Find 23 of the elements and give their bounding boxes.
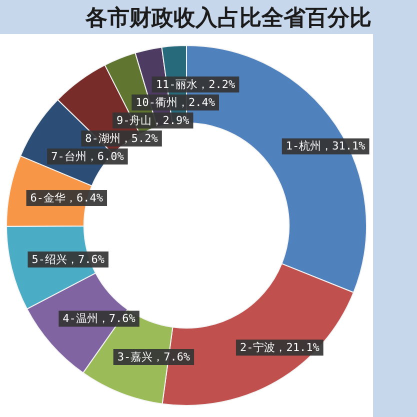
data-label: ，5.2%: [120, 132, 158, 145]
data-label: ，2.4%: [178, 96, 216, 109]
slice-label: 6-金华: [30, 191, 66, 204]
slice-label: 11-丽水: [156, 78, 198, 91]
slice-label: 1-杭州: [286, 140, 322, 153]
slice-label: 4-温州: [62, 312, 98, 326]
slice-label: 9-舟山: [116, 114, 152, 127]
data-label: ，7.6%: [98, 312, 136, 326]
slice-label: 10-衢州: [136, 96, 178, 109]
data-label: ，7.6%: [66, 252, 105, 266]
slice-label: 3-嘉兴: [117, 350, 153, 364]
chart-title: 各市财政收入占比全省百分比: [84, 4, 372, 33]
data-label: ，2.9%: [152, 114, 190, 127]
data-label: ，21.1%: [275, 340, 320, 354]
slice-label: 7-台州: [51, 150, 86, 163]
slice-label: 8-湖州: [85, 132, 120, 145]
data-label: ，31.1%: [321, 140, 366, 153]
slice-label: 5-绍兴: [32, 252, 67, 266]
data-label: ，6.0%: [86, 150, 124, 163]
data-label: ，7.6%: [152, 350, 190, 364]
data-label: ，6.4%: [66, 191, 104, 204]
data-label: ，2.2%: [198, 78, 236, 91]
slice-label: 2-宁波: [240, 340, 276, 354]
